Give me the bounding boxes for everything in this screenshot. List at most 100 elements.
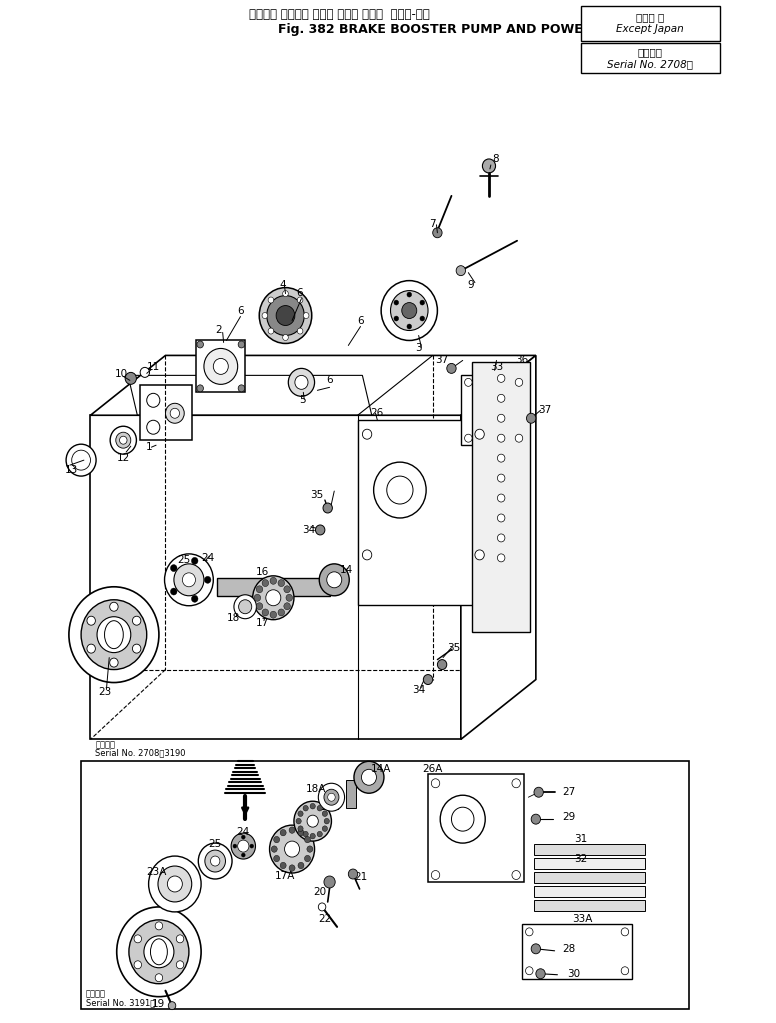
Bar <box>461 375 526 445</box>
Circle shape <box>238 341 244 348</box>
Circle shape <box>116 432 131 448</box>
Circle shape <box>278 609 285 616</box>
Text: 20: 20 <box>314 887 327 897</box>
Circle shape <box>155 974 163 982</box>
Circle shape <box>515 379 523 387</box>
Circle shape <box>134 935 141 943</box>
Text: 4: 4 <box>279 279 286 290</box>
Circle shape <box>174 564 204 595</box>
Text: 27: 27 <box>562 788 575 797</box>
Circle shape <box>318 903 326 910</box>
Text: 6: 6 <box>357 315 364 325</box>
Circle shape <box>304 837 310 843</box>
Bar <box>81 761 688 1009</box>
Text: 37: 37 <box>539 405 552 415</box>
Text: 海　外 向
Except Japan: 海 外 向 Except Japan <box>616 12 684 34</box>
Circle shape <box>266 590 281 606</box>
Circle shape <box>420 316 424 321</box>
Circle shape <box>316 525 325 535</box>
Text: 14: 14 <box>340 565 353 575</box>
Bar <box>534 858 645 869</box>
Circle shape <box>298 811 303 816</box>
Circle shape <box>168 1002 176 1010</box>
Circle shape <box>262 609 268 616</box>
Circle shape <box>272 846 277 852</box>
Circle shape <box>298 826 303 832</box>
Circle shape <box>259 287 312 344</box>
Circle shape <box>268 328 274 335</box>
Circle shape <box>140 367 150 377</box>
Circle shape <box>298 830 304 836</box>
Circle shape <box>109 658 118 667</box>
Circle shape <box>81 599 147 670</box>
Circle shape <box>176 935 184 943</box>
Circle shape <box>109 603 118 611</box>
Text: 18A: 18A <box>307 785 327 794</box>
Circle shape <box>324 876 335 888</box>
Circle shape <box>327 572 341 588</box>
Text: 23: 23 <box>98 686 111 697</box>
Circle shape <box>234 594 256 619</box>
Circle shape <box>256 586 263 592</box>
Text: 17: 17 <box>255 618 268 628</box>
Circle shape <box>66 444 96 476</box>
Text: 36: 36 <box>515 355 528 365</box>
Circle shape <box>176 961 184 969</box>
Circle shape <box>319 564 349 595</box>
Text: 適用号機: 適用号機 <box>95 740 115 749</box>
Circle shape <box>438 660 447 670</box>
Circle shape <box>274 855 279 861</box>
Text: 25: 25 <box>178 554 191 565</box>
Circle shape <box>270 611 276 618</box>
Bar <box>534 872 645 883</box>
Circle shape <box>286 594 293 602</box>
Text: 29: 29 <box>562 812 575 822</box>
Circle shape <box>289 864 295 872</box>
Text: 6: 6 <box>296 287 303 298</box>
Circle shape <box>362 550 372 560</box>
Circle shape <box>407 293 411 297</box>
Circle shape <box>192 558 198 565</box>
Circle shape <box>324 789 339 805</box>
Circle shape <box>497 514 505 522</box>
Text: 2: 2 <box>216 325 222 336</box>
Circle shape <box>303 313 309 318</box>
Circle shape <box>170 408 179 418</box>
Circle shape <box>147 393 160 407</box>
Circle shape <box>525 967 533 975</box>
Circle shape <box>317 832 322 837</box>
Circle shape <box>205 850 226 872</box>
Text: 11: 11 <box>147 362 160 372</box>
Ellipse shape <box>105 621 123 649</box>
Circle shape <box>282 335 289 341</box>
Circle shape <box>440 795 485 843</box>
Circle shape <box>318 784 345 811</box>
Circle shape <box>447 363 456 373</box>
Circle shape <box>241 853 245 857</box>
Text: 10: 10 <box>115 369 128 380</box>
Circle shape <box>165 553 213 606</box>
Circle shape <box>465 434 472 442</box>
Circle shape <box>155 922 163 930</box>
Circle shape <box>402 303 417 318</box>
Bar <box>428 774 524 882</box>
Circle shape <box>241 835 245 839</box>
Circle shape <box>512 779 521 788</box>
Circle shape <box>310 834 315 839</box>
Text: 33: 33 <box>490 362 503 372</box>
Text: 35: 35 <box>310 490 323 500</box>
Circle shape <box>280 862 286 869</box>
Circle shape <box>310 803 315 809</box>
Circle shape <box>390 291 428 330</box>
Circle shape <box>197 385 203 392</box>
Text: Serial No. 2708～3190: Serial No. 2708～3190 <box>95 749 185 758</box>
Circle shape <box>134 961 141 969</box>
Circle shape <box>204 576 211 583</box>
Circle shape <box>237 840 249 852</box>
Circle shape <box>133 644 141 653</box>
Text: Fig. 382 BRAKE BOOSTER PUMP AND POWER TAKE-OFF(OP): Fig. 382 BRAKE BOOSTER PUMP AND POWER TA… <box>278 23 696 36</box>
Circle shape <box>274 837 279 843</box>
Text: 25: 25 <box>209 839 222 849</box>
Text: 26: 26 <box>370 408 383 418</box>
Circle shape <box>110 427 137 454</box>
